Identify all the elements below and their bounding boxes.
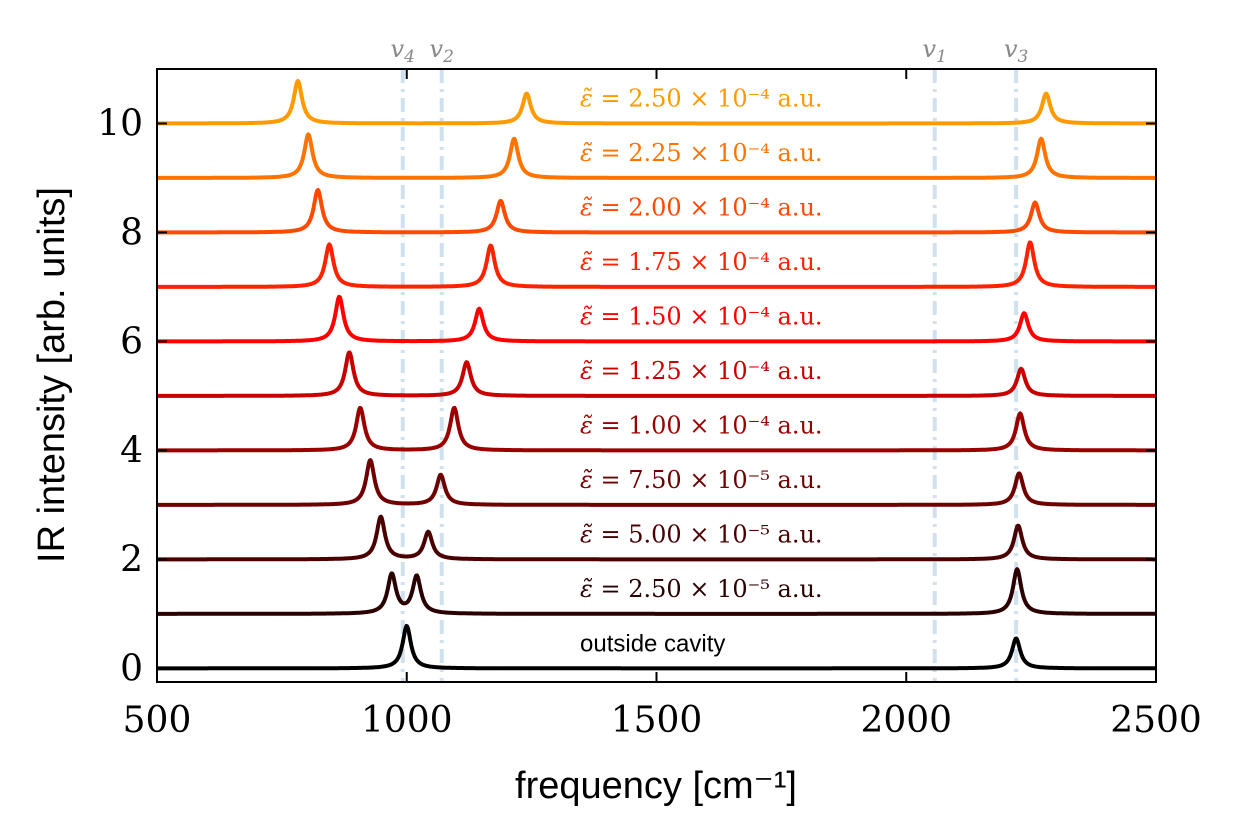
- x-tick-label-1000: 1000: [361, 700, 453, 741]
- y-tick-label-8: 8: [120, 212, 143, 253]
- spectrum-line-10: [157, 79, 1156, 126]
- y-axis-ticks: 0 2 4 6 8 10: [97, 103, 1156, 689]
- spectrum-line-9: [157, 132, 1156, 180]
- curve-label-6: ε̃ = 1.50 × 10⁻⁴ a.u.: [580, 302, 823, 330]
- curve-label-3: ε̃ = 7.50 × 10⁻⁵ a.u.: [580, 466, 823, 494]
- y-tick-label-2: 2: [120, 539, 143, 580]
- y-axis-title: IR intensity [arb. units]: [31, 187, 73, 563]
- curve-label-0: outside cavity: [580, 630, 725, 657]
- curve-labels: outside cavity ε̃ = 2.50 × 10⁻⁵ a.u. ε̃ = …: [580, 84, 823, 657]
- mode-label-v4: v4: [391, 35, 415, 67]
- spectrum-line-3: [157, 458, 1156, 507]
- x-axis-ticks: 500 1000 1500 2000 2500: [123, 69, 1202, 741]
- spectrum-line-6: [157, 294, 1156, 344]
- curve-label-7: ε̃ = 1.75 × 10⁻⁴ a.u.: [580, 248, 823, 276]
- spectrum-line-4: [157, 405, 1156, 453]
- y-tick-label-6: 6: [120, 321, 143, 362]
- spectrum-line-1: [157, 567, 1156, 616]
- spectrum-line-0: [157, 624, 1156, 671]
- spectra-curves: [157, 79, 1156, 671]
- y-tick-label-0: 0: [120, 648, 143, 689]
- x-tick-label-500: 500: [123, 700, 192, 741]
- curve-label-1: ε̃ = 2.50 × 10⁻⁵ a.u.: [580, 575, 823, 603]
- spectrum-line-8: [157, 188, 1156, 235]
- y-tick-label-4: 4: [120, 430, 143, 471]
- x-tick-label-1500: 1500: [611, 700, 703, 741]
- mode-label-v1: v1: [923, 35, 947, 67]
- mode-labels: v4 v2 v1 v3: [391, 35, 1029, 67]
- x-axis-title: frequency [cm⁻¹]: [515, 765, 797, 807]
- spectrum-line-5: [157, 350, 1156, 398]
- mode-label-v2: v2: [430, 35, 454, 67]
- curve-label-4: ε̃ = 1.00 × 10⁻⁴ a.u.: [580, 411, 823, 439]
- mode-label-v3: v3: [1004, 35, 1028, 67]
- curve-label-9: ε̃ = 2.25 × 10⁻⁴ a.u.: [580, 139, 823, 167]
- x-tick-label-2500: 2500: [1110, 700, 1202, 741]
- curve-label-10: ε̃ = 2.50 × 10⁻⁴ a.u.: [580, 84, 823, 112]
- y-tick-label-10: 10: [97, 103, 143, 144]
- spectrum-line-7: [157, 240, 1156, 289]
- spectrum-line-2: [157, 514, 1156, 562]
- curve-label-8: ε̃ = 2.00 × 10⁻⁴ a.u.: [580, 193, 823, 221]
- x-tick-label-2000: 2000: [860, 700, 952, 741]
- curve-label-2: ε̃ = 5.00 × 10⁻⁵ a.u.: [580, 520, 823, 548]
- curve-label-5: ε̃ = 1.25 × 10⁻⁴ a.u.: [580, 357, 823, 385]
